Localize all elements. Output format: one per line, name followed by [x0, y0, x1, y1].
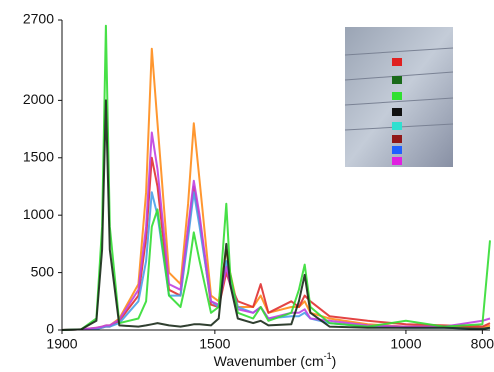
y-tick-label: 2000	[23, 91, 54, 107]
x-tick-label: 1000	[390, 336, 421, 352]
x-tick-label: 1500	[199, 336, 230, 352]
y-tick-label: 1500	[23, 148, 54, 164]
y-tick-label: 500	[31, 263, 55, 279]
plot-area	[61, 24, 491, 331]
y-tick-label: 2700	[23, 11, 54, 27]
x-tick-label: 800	[471, 336, 494, 352]
x-axis-label: Wavenumber (cm-1)	[214, 351, 337, 368]
inset-photo	[344, 27, 454, 167]
spectrum-line	[61, 99, 491, 331]
y-tick-label: 1000	[23, 206, 54, 222]
y-tick-label: 0	[46, 321, 54, 337]
spectrum-line	[61, 24, 491, 331]
x-tick-label: 1900	[46, 336, 77, 352]
